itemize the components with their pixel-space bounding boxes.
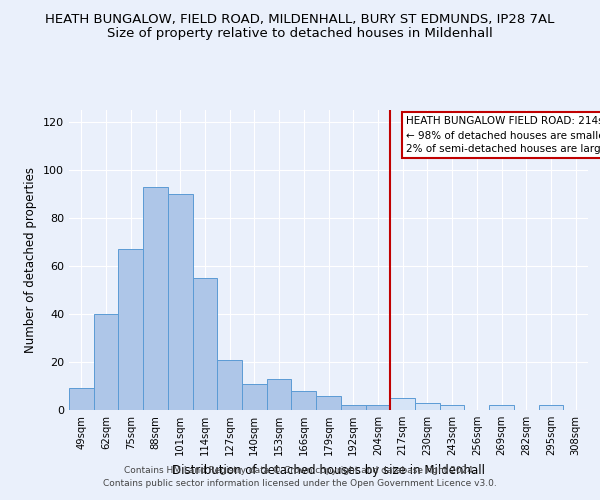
Bar: [440, 405, 464, 410]
Text: Contains HM Land Registry data © Crown copyright and database right 2024.
Contai: Contains HM Land Registry data © Crown c…: [103, 466, 497, 487]
Bar: [390, 398, 415, 410]
Bar: [316, 396, 341, 410]
Bar: [69, 388, 94, 410]
Bar: [415, 403, 440, 410]
Bar: [267, 379, 292, 410]
Y-axis label: Number of detached properties: Number of detached properties: [25, 167, 37, 353]
X-axis label: Distribution of detached houses by size in Mildenhall: Distribution of detached houses by size …: [172, 464, 485, 476]
Bar: [118, 249, 143, 410]
Text: HEATH BUNGALOW, FIELD ROAD, MILDENHALL, BURY ST EDMUNDS, IP28 7AL: HEATH BUNGALOW, FIELD ROAD, MILDENHALL, …: [46, 12, 554, 26]
Text: Size of property relative to detached houses in Mildenhall: Size of property relative to detached ho…: [107, 28, 493, 40]
Bar: [489, 405, 514, 410]
Bar: [341, 405, 365, 410]
Bar: [193, 278, 217, 410]
Bar: [94, 314, 118, 410]
Bar: [168, 194, 193, 410]
Text: HEATH BUNGALOW FIELD ROAD: 214sqm
← 98% of detached houses are smaller (413)
2% : HEATH BUNGALOW FIELD ROAD: 214sqm ← 98% …: [406, 116, 600, 154]
Bar: [217, 360, 242, 410]
Bar: [539, 405, 563, 410]
Bar: [242, 384, 267, 410]
Bar: [143, 187, 168, 410]
Bar: [292, 391, 316, 410]
Bar: [365, 405, 390, 410]
